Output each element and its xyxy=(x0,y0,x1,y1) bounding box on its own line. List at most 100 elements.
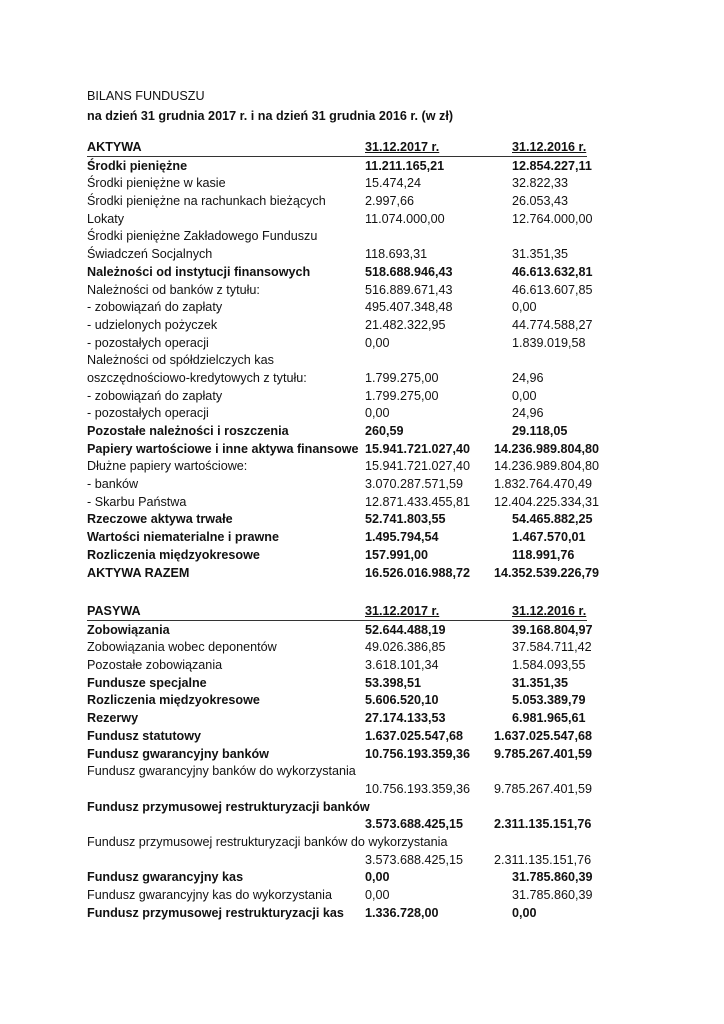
row-label: Pozostałe zobowiązania xyxy=(87,658,223,673)
value-2017: 0,00 xyxy=(365,888,390,902)
value-2016: 37.584.711,42 xyxy=(512,640,592,655)
table-row: Fundusz gwarancyjny banków 10.756.193.359… xyxy=(87,746,592,764)
table-row: - banków 3.070.287.571,59 1.832.764.470,49 xyxy=(87,476,592,494)
row-label: Pozostałe należności i roszczenia xyxy=(87,424,289,438)
table-row: Zobowiązania wobec deponentów 49.026.386,… xyxy=(87,639,592,657)
row-label: Należności od spółdzielczych kas xyxy=(87,353,274,368)
row-label: Papiery wartościowe i inne aktywa finans… xyxy=(87,441,359,456)
value-2016: 29.118,05 xyxy=(512,424,568,438)
row-label: - zobowiązań do zapłaty xyxy=(87,300,223,315)
table-row: Fundusz przymusowej restrukturyzacji ban… xyxy=(87,834,587,852)
value-2016: 2.311.135.151,76 xyxy=(494,852,592,867)
value-2017: 260,59 xyxy=(365,424,404,438)
value-2017: 49.026.386,85 xyxy=(365,640,446,655)
value-2017: 27.174.133,53 xyxy=(365,711,446,726)
table-row: Zobowiązania 52.644.488,19 39.168.804,97 xyxy=(87,622,593,640)
table-row: Fundusz gwarancyjny kas 0,00 31.785.860,39 xyxy=(87,869,593,887)
document-title: BILANS FUNDUSZU xyxy=(87,89,205,103)
table-row: Fundusz gwarancyjny banków do wykorzysta… xyxy=(87,763,587,781)
value-2017: 12.871.433.455,81 xyxy=(365,494,471,509)
value-2017: 518.688.946,43 xyxy=(365,264,453,279)
table-row: AKTYWA RAZEM 16.526.016.988,72 14.352.539.… xyxy=(87,565,599,583)
row-label: Fundusz gwarancyjny kas xyxy=(87,870,244,885)
row-label: - Skarbu Państwa xyxy=(87,494,187,509)
value-2017: 15.941.721.027,40 xyxy=(365,441,471,456)
value-2017: 3.573.688.425,15 xyxy=(365,817,464,832)
value-2016: 31.785.860,39 xyxy=(512,870,593,885)
table-row: 10.756.193.359,36 9.785.267.401,59 xyxy=(87,781,592,799)
table-row: - zobowiązań do zapłaty 1.799.275,00 0,00 xyxy=(87,388,587,406)
row-label: Należności od banków z tytułu: xyxy=(87,282,260,297)
value-2017: 1.336.728,00 xyxy=(365,905,439,920)
value-2016: 1.584.093,55 xyxy=(512,658,586,673)
value-2017: 3.618.101,34 xyxy=(365,658,439,673)
value-2016: 31.351,35 xyxy=(512,675,569,690)
table-row: Fundusze specjalne 53.398,51 31.351,35 xyxy=(87,675,587,693)
value-2017: 1.799.275,00 xyxy=(365,370,439,385)
value-2016: 9.785.267.401,59 xyxy=(494,746,593,761)
table-row: Rezerwy 27.174.133,53 6.981.965,61 xyxy=(87,710,587,728)
table-row: Fundusz gwarancyjny kas do wykorzystania… xyxy=(87,887,593,905)
pasywa-header: PASYWA 31.12.2017 r. 31.12.2016 r. xyxy=(87,603,587,621)
table-row: Środki pieniężne na rachunkach bieżących… xyxy=(87,193,587,211)
table-row: Fundusz przymusowej restrukturyzacji ban… xyxy=(87,799,587,817)
value-2016: 9.785.267.401,59 xyxy=(494,781,593,796)
row-label: Rozliczenia międzyokresowe xyxy=(87,693,260,708)
value-2017: 52.741.803,55 xyxy=(365,512,446,527)
row-label: Środki pieniężne Zakładowego Funduszu xyxy=(87,229,318,244)
row-label: Rzeczowe aktywa trwałe xyxy=(87,512,233,527)
table-row: Środki pieniężne w kasie 15.474,24 32.822,… xyxy=(87,175,587,193)
value-2017: 1.799.275,00 xyxy=(365,388,439,403)
value-2017: 3.070.287.571,59 xyxy=(365,477,464,492)
row-label: Świadczeń Socjalnych xyxy=(87,247,213,262)
value-2016: 0,00 xyxy=(512,388,537,403)
table-row: oszczędnościowo-kredytowych z tytułu: 1.7… xyxy=(87,370,587,388)
table-row: - pozostałych operacji 0,00 24,96 xyxy=(87,405,587,423)
value-2016: 31.351,35 xyxy=(512,247,569,262)
row-label: Fundusz przymusowej restrukturyzacji ban… xyxy=(87,799,370,814)
row-label: - zobowiązań do zapłaty xyxy=(87,388,223,403)
value-2016: 14.236.989.804,80 xyxy=(494,441,600,456)
table-row: Należności od instytucji finansowych 518.… xyxy=(87,264,593,282)
value-2016: 31.785.860,39 xyxy=(512,888,593,902)
pasywa-table: PASYWA 31.12.2017 r. 31.12.2016 r. Zobow… xyxy=(87,603,593,922)
value-2016: 2.311.135.151,76 xyxy=(494,817,592,832)
value-2016: 0,00 xyxy=(512,905,537,920)
row-label: Zobowiązania xyxy=(87,622,170,637)
value-2016: 0,00 xyxy=(512,300,537,315)
value-2016: 26.053,43 xyxy=(512,194,569,209)
row-label: Rozliczenia międzyokresowe xyxy=(87,547,260,562)
row-label: Fundusze specjalne xyxy=(87,675,207,690)
value-2016: 44.774.588,27 xyxy=(512,317,593,332)
table-row: - pozostałych operacji 0,00 1.839.019,58 xyxy=(87,335,587,353)
value-2016: 118.991,76 xyxy=(512,547,575,562)
row-label: Fundusz gwarancyjny banków do wykorzysta… xyxy=(87,764,356,779)
table-row: Lokaty 11.074.000,00 12.764.000,00 xyxy=(87,211,593,229)
value-2016: 32.822,33 xyxy=(512,176,569,191)
row-label: - udzielonych pożyczek xyxy=(87,317,218,332)
table-row: Dłużne papiery wartościowe: 15.941.721.02… xyxy=(87,458,599,476)
header-label: PASYWA xyxy=(87,604,141,618)
table-row: Środki pieniężne Zakładowego Funduszu xyxy=(87,228,587,246)
header-2016: 31.12.2016 r. xyxy=(512,604,587,618)
value-2017: 21.482.322,95 xyxy=(365,317,446,332)
value-2016: 46.613.607,85 xyxy=(512,282,593,297)
row-label: Fundusz statutowy xyxy=(87,728,202,743)
row-label: oszczędnościowo-kredytowych z tytułu: xyxy=(87,370,307,385)
table-row: 3.573.688.425,15 2.311.135.151,76 xyxy=(87,852,591,870)
value-2017: 1.495.794,54 xyxy=(365,530,439,545)
table-row: Świadczeń Socjalnych 118.693,31 31.351,35 xyxy=(87,246,587,264)
value-2017: 16.526.016.988,72 xyxy=(365,565,471,580)
value-2017: 3.573.688.425,15 xyxy=(365,852,464,867)
value-2017: 118.693,31 xyxy=(365,247,428,262)
table-row: Należności od banków z tytułu: 516.889.67… xyxy=(87,282,593,300)
value-2016: 12.854.227,11 xyxy=(512,158,592,173)
value-2016: 5.053.389,79 xyxy=(512,693,586,708)
table-row: Pozostałe należności i roszczenia 260,59 2… xyxy=(87,423,587,441)
row-label: Środki pieniężne na rachunkach bieżących xyxy=(87,194,326,209)
table-row: - zobowiązań do zapłaty 495.407.348,48 0,0… xyxy=(87,299,587,317)
value-2017: 11.074.000,00 xyxy=(365,211,445,226)
row-label: Zobowiązania wobec deponentów xyxy=(87,640,277,655)
table-row: - udzielonych pożyczek 21.482.322,95 44.77… xyxy=(87,317,593,335)
value-2017: 157.991,00 xyxy=(365,547,429,562)
